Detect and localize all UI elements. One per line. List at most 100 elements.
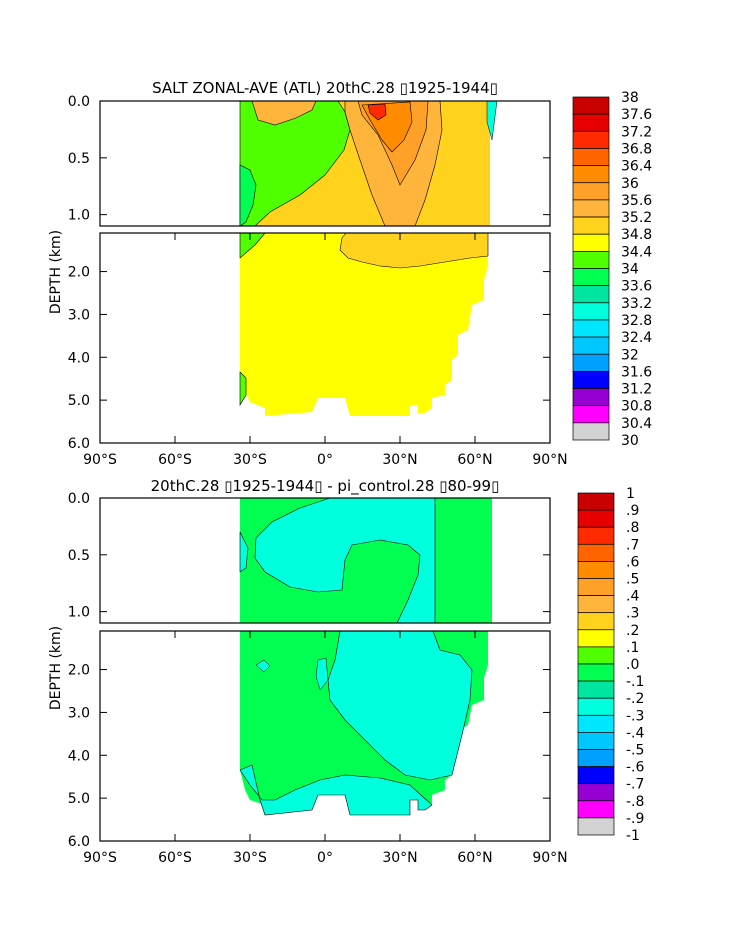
salt-tick-marks: [99, 100, 551, 444]
diff-colorbar-label: -.2: [626, 691, 644, 707]
salt-colorbar-swatch: [572, 353, 610, 372]
diff-field-blob1: [255, 659, 271, 673]
salt-colorbar-label: 31.2: [621, 382, 652, 398]
diff-y-tick-label: 2.0: [68, 663, 90, 679]
diff-x-tick-label: 90°S: [83, 850, 117, 866]
salt-field-max: [367, 103, 387, 121]
diff-colorbar-swatch: [577, 714, 615, 733]
diff-colorbar-label: .6: [626, 554, 639, 570]
diff-colorbar-label: -.6: [626, 760, 645, 776]
diff-colorbar-swatch: [577, 697, 615, 716]
diff-y-axis-label: DEPTH (km): [48, 626, 64, 710]
salt-x-tick-label: 0°: [317, 452, 333, 468]
salt-field-lower-base: [240, 233, 488, 416]
diff-x-tick-label: 30°N: [382, 850, 417, 866]
diff-title: 20thC.28 ▯1925-1944▯ - pi_control.28 ▯80…: [151, 477, 500, 496]
diff-colorbar-swatch: [577, 595, 615, 614]
salt-x-tick-labels: 90°S 60°S 30°S 0° 30°N 60°N 90°N: [83, 452, 568, 468]
salt-colorbar-label: 35.6: [621, 193, 652, 209]
diff-colorbar-label: .9: [626, 503, 639, 519]
diff-colorbar-label: .8: [626, 520, 639, 536]
diff-colorbar-swatch: [577, 509, 615, 528]
salt-colorbar-swatch: [572, 96, 610, 115]
salt-colorbar-swatch: [572, 285, 610, 304]
diff-colorbar-label: .0: [626, 657, 639, 673]
salt-upper-field: [239, 100, 498, 227]
salt-colorbar-swatch: [572, 251, 610, 269]
salt-colorbar-swatch: [572, 113, 610, 132]
salt-field-nadw: [339, 232, 489, 269]
diff-colorbar-swatch: [577, 629, 615, 648]
salt-colorbar-label: 31.6: [621, 364, 652, 380]
diff-colorbar-label: -.5: [626, 743, 644, 759]
diff-colorbar-label: .4: [626, 589, 639, 605]
salt-colorbar-swatch: [572, 319, 610, 338]
salt-colorbar-label: 33.2: [621, 296, 652, 312]
diff-colorbar-label: .2: [626, 623, 639, 639]
diff-colorbar-swatch: [577, 817, 615, 836]
diff-colorbar-label: -.8: [626, 794, 644, 810]
diff-colorbar-swatch: [577, 783, 615, 802]
diff-colorbar-label: -.1: [626, 674, 644, 690]
diff-colorbar-label: -.4: [626, 725, 645, 741]
salt-colorbar-label: 38: [621, 90, 639, 106]
salt-x-tick-label: 90°N: [532, 452, 567, 468]
salt-colorbar-label: 35.2: [621, 210, 652, 226]
diff-colorbar-swatch: [577, 646, 615, 665]
salt-upper-frame: [99, 100, 551, 227]
salt-title: SALT ZONAL-AVE (ATL) 20thC.28 ▯1925-1944…: [152, 79, 498, 97]
diff-y-tick-label: 6.0: [68, 834, 90, 850]
diff-x-tick-labels: 90°S 60°S 30°S 0° 30°N 60°N 90°N: [83, 850, 568, 866]
salt-y-tick-label: 1.0: [68, 208, 90, 224]
diff-colorbar-swatch: [577, 526, 615, 545]
salt-y-tick-label: 2.0: [68, 265, 90, 281]
diff-colorbar-label: -.3: [626, 708, 644, 724]
diff-y-tick-labels: 0.0 0.5 1.0 2.0 3.0 4.0 5.0 6.0: [68, 491, 90, 850]
salt-y-tick-label: 6.0: [68, 436, 90, 452]
diff-lower-field: [239, 630, 488, 816]
diff-upper-frame: [99, 497, 551, 624]
diff-colorbar-label: .7: [626, 537, 639, 553]
diff-x-tick-label: 30°S: [233, 850, 267, 866]
diff-colorbar-label: -.7: [626, 777, 644, 793]
salt-x-tick-label: 30°N: [382, 452, 417, 468]
salt-colorbar-label: 33.6: [621, 279, 652, 295]
diff-upper-field: [239, 497, 492, 624]
salt-y-axis-label: DEPTH (km): [48, 230, 64, 314]
diff-colorbar-swatch: [577, 578, 615, 596]
salt-x-tick-label: 60°N: [457, 452, 492, 468]
diff-colorbar-swatch: [577, 612, 615, 631]
diff-colorbar-swatch: [577, 680, 615, 699]
diff-colorbar-label: 1: [626, 486, 635, 502]
diff-colorbar-label: -1: [626, 828, 640, 844]
diff-x-tick-label: 60°S: [158, 850, 192, 866]
salt-colorbar-label: 34.8: [621, 227, 652, 243]
salt-colorbar-swatch: [572, 148, 610, 166]
salt-colorbar-swatch: [572, 268, 610, 286]
diff-y-tick-label: 3.0: [68, 705, 90, 721]
salt-panel: SALT ZONAL-AVE (ATL) 20thC.28 ▯1925-1944…: [48, 79, 652, 468]
diff-colorbar-label: .5: [626, 572, 639, 588]
salt-colorbar-label: 37.2: [621, 124, 652, 140]
diff-colorbar-swatch: [577, 561, 615, 579]
salt-colorbar-label: 36.4: [621, 159, 652, 175]
diff-colorbar-swatch: [577, 749, 615, 767]
salt-y-tick-label: 0.5: [68, 151, 90, 167]
salt-colorbar-label: 37.6: [621, 107, 652, 123]
diff-y-tick-label: 1.0: [68, 605, 90, 621]
salt-colorbar-swatch: [572, 233, 610, 252]
diff-colorbar-swatch: [577, 543, 615, 562]
salt-colorbar-swatch: [572, 405, 610, 424]
diff-y-tick-label: 4.0: [68, 748, 90, 764]
salt-colorbar-swatch: [572, 336, 610, 355]
diff-y-tick-label: 5.0: [68, 791, 90, 807]
salt-colorbar-swatch: [572, 199, 610, 218]
salt-colorbar-swatch: [572, 422, 610, 441]
diff-colorbar-swatch: [577, 800, 615, 819]
salt-y-tick-label: 4.0: [68, 350, 90, 366]
salt-colorbar-swatch: [572, 302, 610, 321]
diff-field-sw-neg: [239, 531, 249, 573]
salt-y-tick-label: 3.0: [68, 307, 90, 323]
diff-colorbar-swatch: [577, 732, 615, 750]
